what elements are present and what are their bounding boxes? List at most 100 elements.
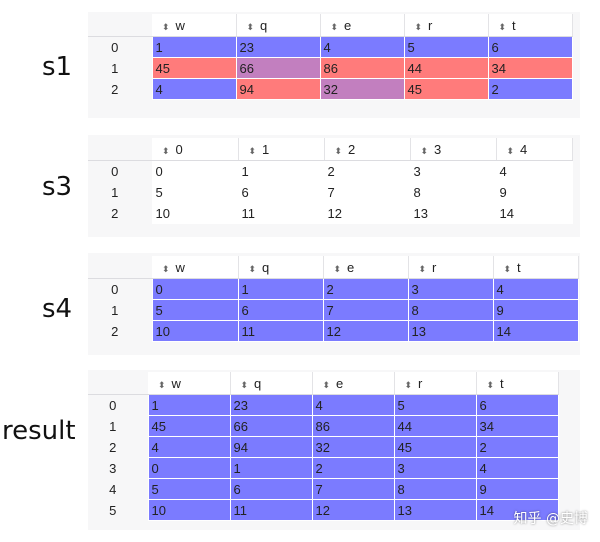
column-label: 3 [434, 141, 442, 157]
sort-icon[interactable]: ⬍ [334, 145, 343, 156]
column-header[interactable]: ⬍ r [408, 256, 494, 279]
sort-icon[interactable]: ⬍ [498, 21, 507, 32]
table-cell: 23 [229, 394, 313, 416]
sort-icon[interactable]: ⬍ [162, 145, 170, 156]
table-cell: 3 [407, 278, 494, 300]
column-label: e [336, 375, 344, 391]
table-cell: 2 [487, 78, 573, 100]
table-cell: 14 [475, 499, 559, 521]
sort-icon[interactable]: ⬍ [414, 21, 423, 32]
sort-icon[interactable]: ⬍ [246, 21, 255, 32]
column-label: 0 [175, 141, 183, 157]
column-header[interactable]: ⬍ r [404, 14, 489, 37]
sort-icon[interactable]: ⬍ [240, 379, 249, 390]
table-cell: 66 [229, 415, 313, 437]
sort-icon[interactable]: ⬍ [486, 379, 495, 390]
table-row: 2 10 11 12 13 14 [88, 202, 573, 224]
column-header[interactable]: ⬍ 4 [496, 138, 573, 161]
table-row: 2 10 11 12 13 14 [88, 320, 579, 342]
column-header[interactable]: ⬍ t [493, 256, 579, 279]
table-row: 1 45 66 86 44 34 [88, 415, 559, 437]
row-index: 0 [111, 281, 119, 297]
s4-label: s4 [42, 294, 73, 324]
column-label: w [175, 17, 185, 33]
table-cell: 14 [495, 202, 573, 224]
table-cell: 23 [235, 36, 321, 58]
table-cell: 1 [147, 394, 231, 416]
column-header[interactable]: ⬍ e [312, 372, 395, 395]
header-row: ⬍ 0 ⬍ 1 ⬍ 2 ⬍ 3 ⬍ 4 [88, 138, 573, 161]
column-header[interactable]: ⬍ r [394, 372, 477, 395]
column-header[interactable]: ⬍ w [152, 256, 239, 279]
row-index: 1 [109, 418, 117, 434]
sort-icon[interactable]: ⬍ [158, 379, 166, 390]
row-index: 0 [109, 397, 117, 413]
sort-icon[interactable]: ⬍ [503, 263, 512, 274]
table-cell: 86 [319, 57, 405, 79]
column-label: t [517, 259, 521, 275]
column-label: r [428, 17, 433, 33]
sort-icon[interactable]: ⬍ [248, 263, 257, 274]
row-index: 2 [109, 439, 117, 455]
row-index: 2 [111, 323, 119, 339]
column-header[interactable]: ⬍ e [320, 14, 405, 37]
sort-icon[interactable]: ⬍ [420, 145, 429, 156]
column-header[interactable]: ⬍ t [488, 14, 573, 37]
row-index: 5 [109, 502, 117, 518]
table-cell: 2 [475, 436, 559, 458]
column-label: r [418, 375, 423, 391]
sort-icon[interactable]: ⬍ [248, 145, 257, 156]
column-header[interactable]: ⬍ q [236, 14, 321, 37]
column-header[interactable]: ⬍ w [152, 14, 237, 37]
sort-icon[interactable]: ⬍ [162, 21, 170, 32]
sort-icon[interactable]: ⬍ [506, 145, 515, 156]
column-header[interactable]: ⬍ w [148, 372, 231, 395]
table-cell: 10 [147, 499, 231, 521]
sort-icon[interactable]: ⬍ [162, 263, 170, 274]
column-header[interactable]: ⬍ 2 [324, 138, 411, 161]
table-cell: 9 [492, 299, 579, 321]
table-cell: 2 [311, 457, 395, 479]
table-cell: 94 [229, 436, 313, 458]
column-header[interactable]: ⬍ q [230, 372, 313, 395]
s1-label: s1 [42, 52, 73, 82]
column-header[interactable]: ⬍ 3 [410, 138, 497, 161]
s3-label: s3 [42, 172, 73, 202]
table-cell: 6 [475, 394, 559, 416]
table-cell: 7 [323, 181, 411, 203]
column-header[interactable]: ⬍ t [476, 372, 559, 395]
index-header [88, 138, 152, 161]
sort-icon[interactable]: ⬍ [333, 263, 342, 274]
table-cell: 8 [409, 181, 497, 203]
table-cell: 6 [237, 299, 324, 321]
sort-icon[interactable]: ⬍ [322, 379, 331, 390]
column-label: e [347, 259, 355, 275]
column-header[interactable]: ⬍ q [238, 256, 324, 279]
sort-icon[interactable]: ⬍ [418, 263, 427, 274]
column-header[interactable]: ⬍ 0 [152, 138, 239, 161]
table-cell: 10 [151, 202, 239, 224]
column-header[interactable]: ⬍ 1 [238, 138, 325, 161]
table-cell: 2 [323, 160, 411, 182]
table-cell: 14 [492, 320, 579, 342]
sort-icon[interactable]: ⬍ [404, 379, 413, 390]
table-cell: 5 [147, 478, 231, 500]
table-cell: 4 [319, 36, 405, 58]
table-cell: 4 [495, 160, 573, 182]
s3-dataframe: ⬍ 0 ⬍ 1 ⬍ 2 ⬍ 3 ⬍ 4 0 0 1 2 3 4 1 5 6 7 8 9 2 10 11 12 13 14 [88, 138, 573, 224]
table-cell: 8 [407, 299, 494, 321]
table-cell: 2 [322, 278, 409, 300]
table-cell: 66 [235, 57, 321, 79]
column-header[interactable]: ⬍ e [323, 256, 409, 279]
row-index: 2 [111, 81, 119, 97]
table-cell: 13 [407, 320, 494, 342]
row-index: 4 [109, 481, 117, 497]
table-cell: 32 [311, 436, 395, 458]
column-label: 2 [348, 141, 356, 157]
table-cell: 12 [323, 202, 411, 224]
table-row: 2 4 94 32 45 2 [88, 78, 573, 100]
sort-icon[interactable]: ⬍ [330, 21, 339, 32]
table-cell: 34 [475, 415, 559, 437]
header-row: ⬍ w ⬍ q ⬍ e ⬍ r ⬍ t [88, 14, 573, 37]
